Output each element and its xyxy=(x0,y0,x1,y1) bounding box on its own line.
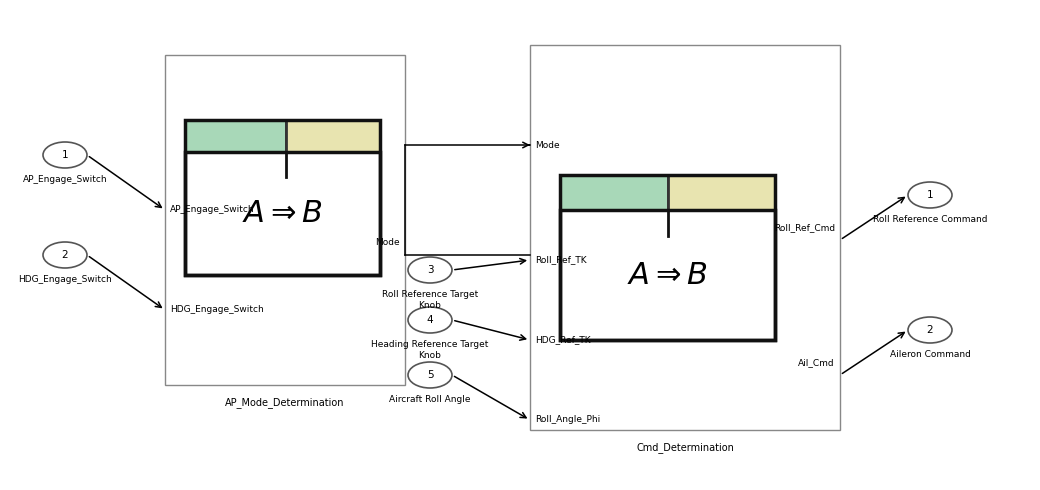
Text: HDG_Engage_Switch: HDG_Engage_Switch xyxy=(18,275,112,284)
Text: 2: 2 xyxy=(927,325,933,335)
Bar xyxy=(668,175,775,210)
Text: Mode: Mode xyxy=(375,238,400,247)
Text: Roll Reference Command: Roll Reference Command xyxy=(873,215,987,224)
Ellipse shape xyxy=(408,362,452,388)
Bar xyxy=(286,120,380,152)
Text: Aircraft Roll Angle: Aircraft Roll Angle xyxy=(389,395,471,404)
Text: Knob: Knob xyxy=(418,351,441,360)
Text: $A \Rightarrow B$: $A \Rightarrow B$ xyxy=(627,260,708,291)
Text: 2: 2 xyxy=(61,250,69,260)
Text: 3: 3 xyxy=(426,265,434,275)
Text: Roll_Ref_TK: Roll_Ref_TK xyxy=(535,255,587,265)
Text: Roll_Angle_Phi: Roll_Angle_Phi xyxy=(535,416,600,424)
Text: 1: 1 xyxy=(61,150,69,160)
Text: Roll Reference Target: Roll Reference Target xyxy=(382,290,478,299)
Text: $A \Rightarrow B$: $A \Rightarrow B$ xyxy=(242,198,323,229)
Text: AP_Engage_Switch: AP_Engage_Switch xyxy=(170,205,255,215)
Bar xyxy=(560,175,668,210)
Text: HDG_Engage_Switch: HDG_Engage_Switch xyxy=(170,305,264,315)
Text: 1: 1 xyxy=(927,190,933,200)
Bar xyxy=(560,210,775,340)
Text: Mode: Mode xyxy=(535,141,560,149)
Text: 5: 5 xyxy=(426,370,434,380)
Text: Knob: Knob xyxy=(418,301,441,310)
Text: Roll_Ref_Cmd: Roll_Ref_Cmd xyxy=(774,223,835,232)
Text: Cmd_Determination: Cmd_Determination xyxy=(636,442,734,453)
Bar xyxy=(185,120,380,275)
Text: Ail_Cmd: Ail_Cmd xyxy=(799,358,835,367)
Bar xyxy=(530,45,840,430)
Ellipse shape xyxy=(408,307,452,333)
Ellipse shape xyxy=(908,317,952,343)
Ellipse shape xyxy=(908,182,952,208)
Text: Aileron Command: Aileron Command xyxy=(889,350,970,359)
Bar xyxy=(165,55,405,385)
Ellipse shape xyxy=(43,142,87,168)
Text: AP_Mode_Determination: AP_Mode_Determination xyxy=(226,397,344,408)
Text: 4: 4 xyxy=(426,315,434,325)
Ellipse shape xyxy=(408,257,452,283)
Ellipse shape xyxy=(43,242,87,268)
Bar xyxy=(185,120,286,152)
Text: AP_Engage_Switch: AP_Engage_Switch xyxy=(23,175,107,184)
Text: Heading Reference Target: Heading Reference Target xyxy=(371,340,489,349)
Text: HDG_Ref_TK: HDG_Ref_TK xyxy=(535,336,591,344)
Bar xyxy=(560,175,775,340)
Bar xyxy=(185,152,380,275)
